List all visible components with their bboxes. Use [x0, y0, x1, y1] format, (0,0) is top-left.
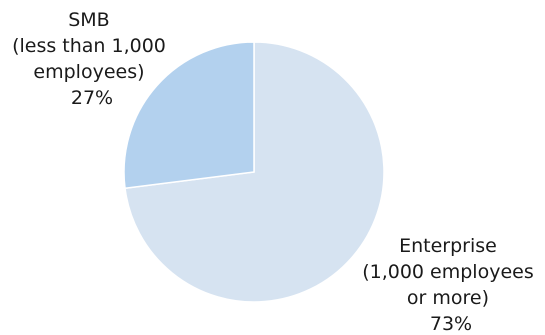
pie-slices: [123, 41, 385, 303]
smb-label-line-1: SMB: [68, 9, 110, 31]
enterprise-label: Enterprise (1,000 employees or more) 73%: [362, 235, 540, 335]
enterprise-label-line-1: Enterprise: [399, 235, 497, 257]
enterprise-value-label: 73%: [430, 313, 472, 335]
enterprise-label-line-2: (1,000 employees: [362, 261, 534, 283]
smb-label-line-2: (less than 1,000: [12, 35, 166, 57]
smb-slice: [123, 41, 255, 190]
smb-value-label: 27%: [71, 87, 113, 109]
smb-label: SMB (less than 1,000 employees) 27%: [12, 9, 172, 109]
enterprise-label-line-3: or more): [407, 287, 489, 309]
smb-label-line-3: employees): [33, 61, 144, 83]
